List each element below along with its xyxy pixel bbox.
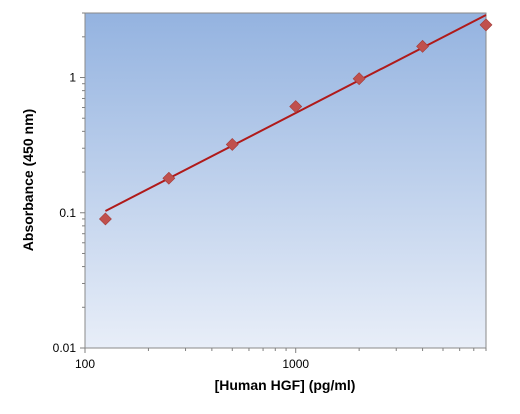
data-point (98, 212, 112, 226)
data-point (479, 18, 493, 32)
y-tick-label: 0.01 (53, 341, 77, 355)
x-axis-title: [Human HGF] (pg/ml) (215, 377, 356, 393)
x-tick-label: 100 (75, 357, 95, 371)
y-axis-title: Absorbance (450 nm) (20, 109, 36, 251)
x-axis-ticks: 100 1000 (75, 348, 487, 371)
y-tick-label: 0.1 (59, 206, 76, 220)
data-point (162, 171, 176, 185)
data-point (352, 72, 366, 86)
y-axis-ticks: 0.01 0.1 1 (53, 12, 85, 355)
data-point (225, 138, 239, 151)
data-point (416, 39, 429, 53)
plot-area (84, 12, 487, 349)
data-points (98, 18, 493, 226)
x-tick-label: 1000 (282, 357, 309, 371)
y-tick-label: 1 (69, 71, 76, 85)
data-point (289, 100, 303, 113)
